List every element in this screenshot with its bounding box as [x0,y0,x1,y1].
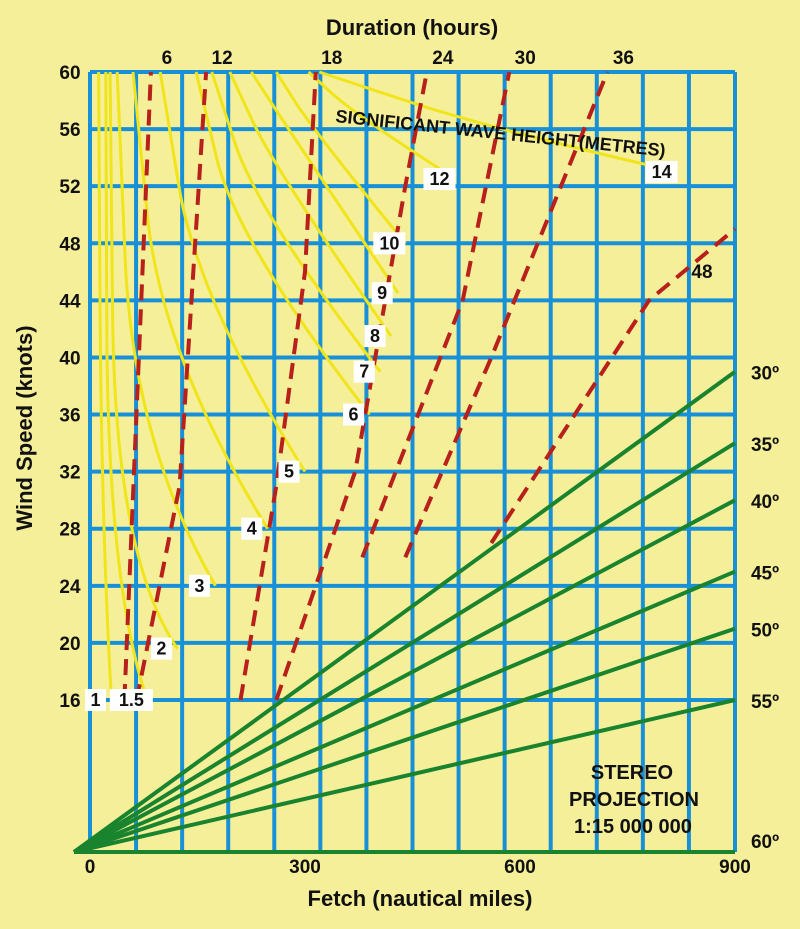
wave-label-bg [278,460,300,483]
stereo-angle-lines [72,370,737,854]
wave-height-curve [108,71,179,650]
wave-height-curve [210,71,382,373]
wave-label-bg [241,517,263,540]
angle-line [73,498,736,854]
duration-line [238,71,318,701]
angle-label: 55º [751,692,779,713]
y-tick-label: 56 [59,120,80,141]
y-tick-label: 48 [59,234,80,255]
angle-line [72,441,737,854]
y-tick-label: 44 [59,291,81,312]
wave-height-curves [97,70,679,701]
wave-height-curve [104,71,149,701]
y-tick-label: 28 [59,520,80,541]
angle-line [73,569,736,854]
wave-label-bg [85,689,106,711]
wave-height-label: 12 [429,169,449,189]
wave-height-label: 9 [377,283,387,303]
wave-height-label: 14 [652,162,672,182]
y-tick-label: 20 [59,634,80,655]
duration-label: 30 [515,48,536,69]
wave-label-bg [188,574,210,597]
duration-label: 18 [321,48,342,69]
wave-height-label: 5 [284,462,294,482]
wave-height-curve [307,70,457,181]
x-tick-label: 0 [85,857,96,878]
angle-label: 35º [751,435,779,456]
wave-height-curve [115,71,217,587]
wave-label-bg [343,403,364,426]
y-tick-label: 32 [59,463,80,484]
y-tick-label: 60 [59,63,80,84]
wave-label-bg [423,168,456,191]
duration-label: 48 [691,262,712,283]
y-tick-label: 24 [59,577,81,598]
wave-height-curve [158,71,307,473]
angle-label: 45º [751,564,779,585]
wave-height-curve [97,71,113,701]
wave-height-label: 1 [90,690,100,710]
projection-line-1: STEREO [591,762,673,784]
projection-line-3: 1:15 000 000 [574,816,692,838]
angle-line [73,626,736,854]
wave-label-bg [371,282,393,305]
wave-height-curve [250,71,400,295]
y-tick-label: 36 [59,406,80,427]
wave-label-bg [373,232,406,255]
wave-height-label: 2 [156,639,166,659]
duration-line [122,71,153,701]
duration-label: 6 [162,48,173,69]
wave-height-label: 10 [379,233,399,253]
wave-height-curve [131,71,269,530]
x-tick-label: 900 [719,857,751,878]
duration-axis-title: Duration (hours) [326,15,498,40]
wave-label-bg [109,689,153,711]
wave-height-curve [194,71,371,416]
wave-label-bg [364,325,386,348]
x-tick-label: 600 [504,857,536,878]
angle-label: 50º [751,621,779,642]
duration-line [489,227,737,545]
wave-height-label: 6 [348,405,358,425]
wave-height-label: 8 [370,326,380,346]
wave-height-label: 7 [359,362,369,382]
wave-label-bg [353,360,375,383]
duration-label: 24 [432,48,454,69]
duration-line [274,71,429,701]
duration-label: 36 [613,48,634,69]
wave-height-label: 3 [194,576,204,596]
wave-label-bg [150,637,172,660]
x-tick-label: 300 [289,857,321,878]
wave-height-label: 4 [247,519,257,539]
wave-height-curve [275,71,407,245]
angle-line [72,370,737,854]
y-axis-title: Wind Speed (knots) [12,325,37,530]
grid [88,70,737,854]
y-tick-label: 16 [59,691,80,712]
projection-line-2: PROJECTION [569,789,699,811]
wave-label-bg [645,160,678,183]
y-tick-label: 52 [59,177,80,198]
x-axis-title: Fetch (nautical miles) [308,886,533,911]
duration-line [360,71,512,559]
wave-height-curve [228,71,393,337]
wave-height-label: 1.5 [119,690,144,710]
angle-label: 60º [751,832,779,853]
angle-label: 30º [751,364,779,385]
y-tick-label: 40 [59,348,80,369]
angle-label: 40º [751,492,779,513]
duration-label: 12 [212,48,233,69]
angle-line [73,698,736,854]
